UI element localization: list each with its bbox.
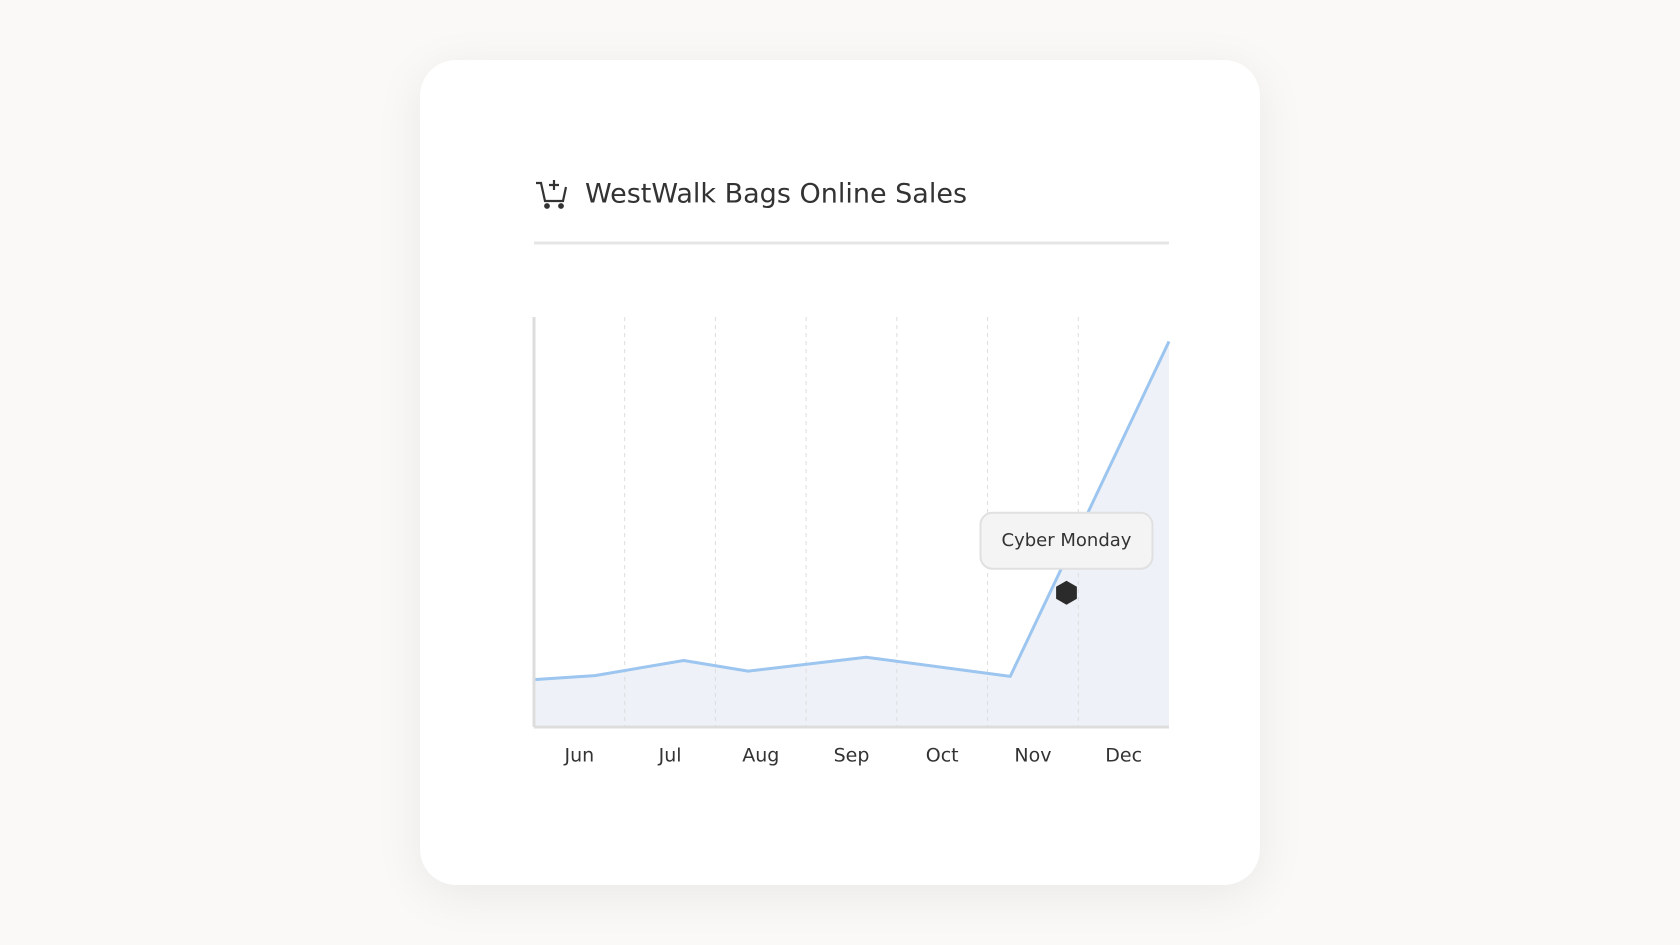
x-tick-label: Nov <box>1014 745 1051 767</box>
x-tick-label: Jul <box>658 745 682 767</box>
cart-icon <box>536 180 568 209</box>
tooltip-text: Cyber Monday <box>1002 530 1132 551</box>
x-tick-label: Aug <box>742 745 779 767</box>
tooltip-box <box>979 511 1154 570</box>
x-tick-label: Dec <box>1105 745 1142 767</box>
x-tick-label: Sep <box>834 745 870 767</box>
line <box>533 340 1171 682</box>
x-tick-label: Oct <box>926 745 959 767</box>
area <box>534 341 1169 727</box>
chart-title: WestWalk Bags Online Sales <box>585 179 967 210</box>
highlight-point <box>1056 580 1077 605</box>
x-tick-label: Jun <box>564 745 595 767</box>
